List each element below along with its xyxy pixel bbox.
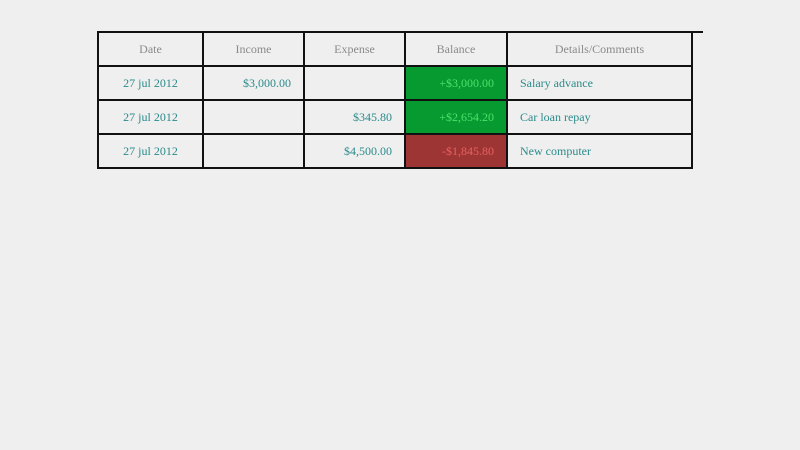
cell-details: New computer	[506, 133, 693, 169]
cell-balance: +$2,654.20	[404, 99, 508, 135]
table-row: 27 jul 2012 $3,000.00 +$3,000.00 Salary …	[97, 65, 693, 101]
header-details: Details/Comments	[506, 31, 693, 67]
header-balance: Balance	[404, 31, 508, 67]
cell-date: 27 jul 2012	[97, 65, 204, 101]
cell-balance: +$3,000.00	[404, 65, 508, 101]
ledger-table: Date Income Expense Balance Details/Comm…	[97, 31, 693, 169]
cell-income	[202, 133, 305, 169]
table-row: 27 jul 2012 $345.80 +$2,654.20 Car loan …	[97, 99, 693, 135]
cell-expense: $4,500.00	[303, 133, 406, 169]
cell-details: Car loan repay	[506, 99, 693, 135]
cell-balance: -$1,845.80	[404, 133, 508, 169]
cell-expense	[303, 65, 406, 101]
header-date: Date	[97, 31, 204, 67]
cell-details: Salary advance	[506, 65, 693, 101]
cell-expense: $345.80	[303, 99, 406, 135]
cell-income	[202, 99, 305, 135]
header-row: Date Income Expense Balance Details/Comm…	[97, 31, 693, 67]
cell-date: 27 jul 2012	[97, 133, 204, 169]
header-income: Income	[202, 31, 305, 67]
header-expense: Expense	[303, 31, 406, 67]
cell-date: 27 jul 2012	[97, 99, 204, 135]
table-row: 27 jul 2012 $4,500.00 -$1,845.80 New com…	[97, 133, 693, 169]
cell-income: $3,000.00	[202, 65, 305, 101]
